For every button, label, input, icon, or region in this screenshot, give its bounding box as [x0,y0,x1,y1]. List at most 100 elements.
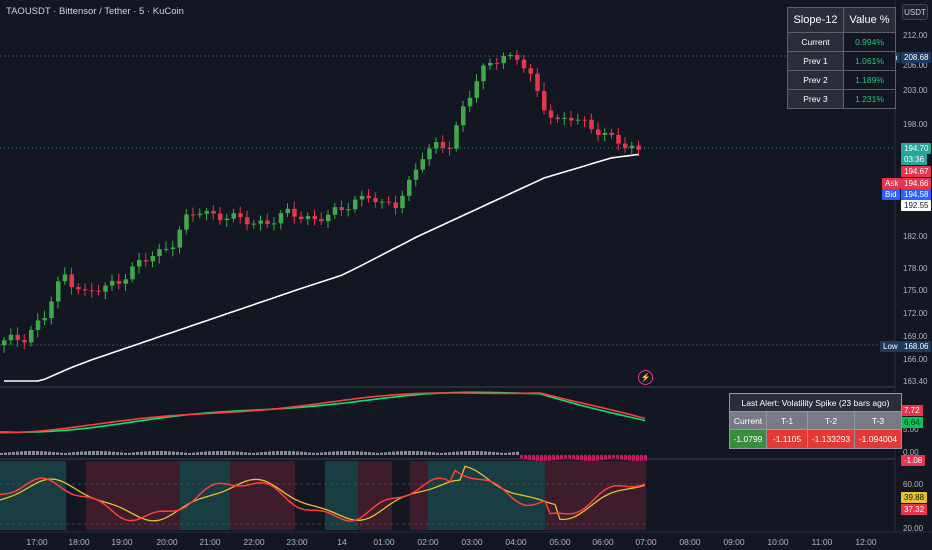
histogram-bar [136,452,139,455]
histogram-bar [524,455,527,460]
symbol-title[interactable]: TAOUSDT · Bittensor / Tether · 5 · KuCoi… [6,6,184,17]
histogram-value: -1.08 [901,455,926,466]
histogram-bar [92,451,95,455]
histogram-bar [268,451,271,455]
histogram-bar [208,451,211,455]
candle-body [258,220,263,224]
histogram-bar [180,452,183,455]
histogram-bar [40,451,43,455]
alert-header: Current [729,411,767,430]
histogram-bar [392,451,395,455]
candle-body [440,142,446,148]
histogram-bar [516,451,519,455]
histogram-bar [96,451,99,455]
histogram-bar [488,451,491,455]
histogram-bar [368,452,371,455]
candle-body [569,117,574,121]
candle-body [434,142,439,149]
price-tick: 163.40 [903,377,928,386]
candle-body [62,274,68,282]
histogram-bar [412,451,415,455]
histogram-bar [88,451,91,455]
histogram-bar [568,455,571,459]
candle-body [481,65,486,82]
candle-body [609,132,614,135]
histogram-bar [352,451,355,455]
alert-header: T-1 [766,411,808,430]
histogram-bar [212,451,215,455]
candle-body [596,129,601,135]
histogram-bar [532,455,535,461]
table-row: Current 0.994% [787,32,896,52]
currency-button[interactable]: USDT [902,4,928,20]
candle-body [285,208,290,214]
candle-body [211,211,216,214]
price-tick: 182.00 [903,232,928,241]
histogram-bar [256,452,259,455]
bid-price: 194.58 [901,189,932,200]
alert-header: T-2 [807,411,855,430]
candle-body [346,209,351,211]
histogram-bar [52,451,55,455]
histogram-bar [24,451,27,455]
histogram-bar [644,455,647,461]
indicator-tick: 5.00 [903,425,919,434]
candle-body [386,201,392,203]
candle-body [278,213,284,224]
candle-body [629,145,635,149]
histogram-bar [604,455,607,460]
candle-body [170,247,176,250]
candle-body [272,223,277,225]
time-tick: 06:00 [592,537,614,547]
candle-body [56,281,61,302]
candle-body [602,132,608,135]
histogram-bar [240,451,243,455]
time-tick: 23:00 [286,537,308,547]
candle-body [501,56,506,64]
histogram-bar [300,451,303,455]
histogram-bar [0,453,3,455]
histogram-bar [460,451,463,455]
time-tick: 21:00 [199,537,221,547]
histogram-bar [596,455,599,461]
time-tick: 12:00 [855,537,877,547]
histogram-bar [20,451,23,455]
histogram-bar [44,451,47,455]
histogram-bar [176,451,179,455]
candle-body [42,318,47,321]
histogram-bar [544,455,547,461]
oscillator-value-red: 37.32 [901,504,928,515]
indicator-value-green: 6.64 [901,417,923,428]
histogram-bar [372,452,375,455]
histogram-bar [588,455,591,461]
histogram-bar [312,452,315,455]
value-header: Value % [843,7,896,33]
histogram-bar [72,452,75,455]
candle-body [393,202,398,209]
time-tick: 01:00 [373,537,395,547]
lightning-icon[interactable]: ⚡ [638,370,653,385]
candle-body [332,207,338,215]
histogram-bar [512,452,515,455]
alert-value: -1.1105 [766,429,808,449]
candle-body [76,287,81,290]
histogram-bar [388,451,391,455]
candle-body [96,290,101,292]
candle-body [400,195,405,209]
histogram-bar [120,452,123,455]
candle-body [373,198,378,203]
histogram-bar [344,451,347,455]
candle-body [137,260,142,267]
histogram-bar [216,451,219,455]
row-value: 1.061% [843,51,896,71]
time-tick: 09:00 [723,537,745,547]
oscillator-zone [295,461,325,530]
histogram-bar [580,455,583,461]
candle-body [292,208,297,217]
candle-body [521,59,527,69]
candle-body [515,54,520,60]
candle-body [150,256,155,262]
histogram-bar [104,451,107,455]
histogram-bar [484,451,487,455]
